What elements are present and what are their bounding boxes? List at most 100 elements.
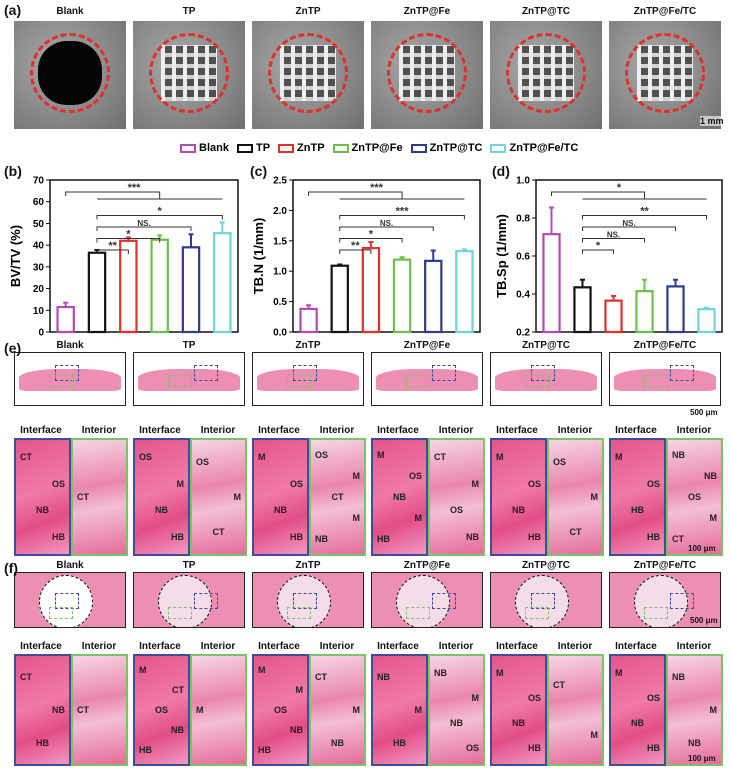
interface-micrograph: M OS NB M HB	[371, 438, 428, 556]
interior-micrograph: CT	[71, 438, 128, 556]
interface-region-box	[55, 593, 79, 609]
bar-Blank	[299, 307, 318, 334]
bar-ZnTP@TC	[181, 246, 201, 334]
interior-region-box	[644, 375, 668, 387]
interface-region-box	[670, 365, 694, 381]
tissue-annotation: OS	[449, 505, 463, 516]
y-tick-label: 60	[33, 197, 45, 208]
interior-region-box	[168, 607, 192, 619]
tissue-annotation: M	[414, 513, 423, 524]
interface-label: Interface	[20, 641, 62, 652]
interface-region-box	[531, 593, 555, 609]
tissue-annotation: NB	[290, 725, 303, 735]
tissue-annotation: M	[139, 665, 147, 675]
interior-micrograph: M	[190, 654, 247, 766]
legend-item: Blank	[180, 142, 229, 154]
tissue-annotation: HB	[171, 531, 184, 542]
significance-label: NS.	[137, 219, 150, 228]
group-title: ZnTP@Fe	[403, 6, 451, 17]
interface-region-box	[432, 365, 456, 381]
interface-micrograph: M OS NB HB	[252, 438, 309, 556]
y-tick-label: 40	[33, 241, 45, 252]
tissue-annotation: OS	[646, 692, 660, 703]
group-title: ZnTP@Fe/TC	[633, 340, 697, 351]
bar-ZnTP@Fe	[392, 258, 412, 334]
legend-label: ZnTP@Fe	[351, 142, 403, 154]
interface-label: Interface	[615, 425, 657, 436]
interface-micrograph: M OS NB HB	[609, 654, 666, 766]
interface-label: Interface	[496, 425, 538, 436]
significance-bracket	[308, 191, 403, 199]
interface-region-box	[531, 365, 555, 381]
y-tick-label: 0.0	[273, 328, 287, 339]
y-tick-label: 0.2	[516, 328, 530, 339]
group-title: Blank	[56, 560, 84, 571]
tissue-annotation: M	[590, 491, 599, 502]
legend-label: Blank	[199, 142, 229, 154]
tissue-annotation: NB	[36, 505, 49, 516]
tissue-annotation: M	[414, 704, 423, 715]
significance-bracket	[339, 226, 434, 231]
significance-label: *	[158, 206, 163, 218]
bar-TP	[330, 264, 349, 334]
interior-region-box	[168, 375, 192, 387]
tissue-annotation: NB	[434, 667, 447, 678]
tissue-annotation: NB	[466, 531, 479, 542]
interior-micrograph: OS M CT	[547, 438, 604, 556]
tissue-annotation: HB	[528, 742, 541, 753]
legend: Blank TP ZnTP ZnTP@Fe ZnTP@TC ZnTP@Fe/TC	[180, 142, 578, 154]
significance-label: *	[126, 229, 131, 241]
y-tick-label: 2.0	[273, 206, 287, 217]
group-title: ZnTP@Fe/TC	[633, 560, 697, 571]
interior-label: Interior	[319, 425, 355, 436]
tissue-annotation: M	[295, 685, 304, 695]
tissue-annotation: CT	[77, 705, 89, 715]
interior-region-box	[49, 607, 73, 619]
microct-image	[252, 21, 364, 129]
overview-section	[609, 352, 721, 406]
interior-region-box	[406, 607, 430, 619]
plot-frame	[535, 179, 723, 333]
overview-section	[133, 572, 245, 628]
legend-label: ZnTP@Fe/TC	[509, 142, 579, 154]
y-tick-label: 20	[33, 284, 45, 295]
interface-micrograph: CT OS NB HB	[14, 438, 71, 556]
panel-b-label: (b)	[4, 163, 22, 179]
microct-image	[371, 21, 483, 129]
tissue-annotation: NB	[171, 725, 184, 735]
tissue-annotation: M	[377, 449, 385, 460]
interface-label: Interface	[20, 425, 62, 436]
legend-item: TP	[236, 142, 271, 154]
overview-section	[609, 572, 721, 628]
tissue-annotation: NB	[688, 738, 701, 749]
defect-circle-marker	[634, 575, 688, 627]
tissue-annotation: HB	[647, 531, 660, 542]
interface-region-box	[432, 593, 456, 609]
interface-label: Interface	[615, 641, 657, 652]
group-title: TP	[182, 6, 196, 17]
tissue-annotation: HB	[377, 534, 390, 545]
defect-circle-marker	[387, 33, 467, 113]
tissue-annotation: NB	[512, 717, 525, 728]
group-title: TP	[182, 560, 196, 571]
y-axis-label: TB.N (1/mm)	[251, 218, 266, 295]
plot-frame	[292, 179, 481, 333]
tissue-annotation: CT	[553, 680, 565, 690]
y-tick-label: 70	[33, 176, 45, 187]
interface-label: Interface	[258, 641, 300, 652]
scale-bar-f-detail: 100 μm	[688, 754, 716, 763]
legend-label: TP	[255, 142, 271, 154]
interior-micrograph: NB M NB	[666, 654, 723, 766]
significance-bracket	[96, 238, 161, 243]
tissue-annotation: HB	[258, 745, 271, 755]
panel-d-label: (d)	[492, 163, 510, 179]
overview-section	[252, 352, 364, 406]
tissue-annotation: CT	[20, 671, 32, 682]
group-title: ZnTP@TC	[521, 6, 571, 17]
significance-bracket	[96, 226, 192, 231]
interior-region-box	[49, 375, 73, 387]
significance-label: NS.	[607, 231, 620, 240]
significance-bracket	[96, 249, 129, 254]
